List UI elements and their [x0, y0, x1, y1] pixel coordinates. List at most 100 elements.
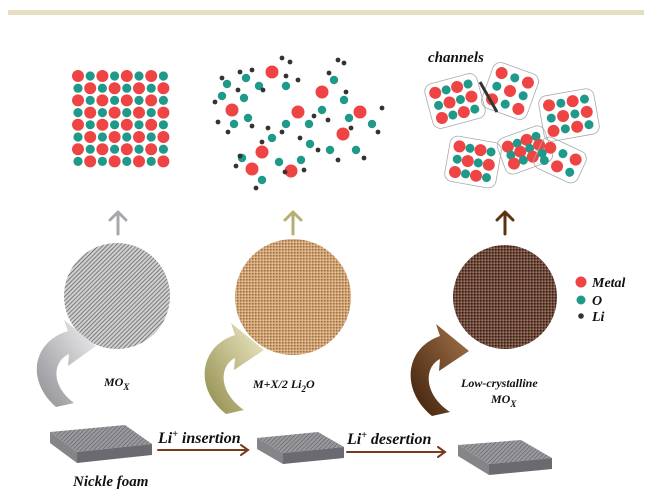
metal-atom: [245, 162, 259, 176]
oxygen-atom: [110, 144, 120, 154]
oxygen-atom: [134, 144, 144, 154]
oxygen-atom: [85, 144, 95, 154]
oxygen-atom: [473, 158, 483, 168]
oxygen-atom: [110, 95, 120, 105]
metal-atom: [120, 70, 133, 82]
metal-atom: [557, 110, 570, 123]
oxygen-atom: [134, 120, 144, 130]
oxygen-atom: [134, 71, 144, 81]
cluster-boundary: [444, 135, 502, 189]
oxygen-atom: [73, 156, 83, 166]
metal-atom: [108, 155, 121, 168]
top-rule: [8, 10, 644, 15]
desertion-label: Li+ desertion: [346, 430, 431, 448]
metal-atom: [474, 144, 487, 157]
legend-metal-label: Metal: [591, 276, 626, 291]
lithium-atom: [215, 119, 221, 125]
metal-atom: [451, 80, 464, 93]
oxygen-atom: [317, 105, 327, 115]
oxygen-atom: [158, 120, 168, 130]
oxygen-atom: [85, 120, 95, 130]
oxygen-atom: [296, 155, 306, 165]
metal-atom: [120, 143, 133, 156]
insertion-arrow: [157, 444, 250, 456]
oxygen-atom: [158, 144, 168, 154]
lithium-atom: [259, 139, 265, 145]
lithium-atom: [225, 129, 231, 135]
oxygen-atom: [510, 73, 520, 83]
metal-atom: [512, 102, 525, 115]
metal-atom: [84, 131, 97, 143]
lithium-atom: [326, 70, 332, 76]
metal-atom: [255, 145, 269, 159]
lithium-atom: [311, 113, 317, 119]
metal-atom: [521, 76, 534, 89]
metal-atom: [461, 155, 474, 168]
oxygen-atom: [281, 81, 291, 91]
cluster-boundary: [481, 62, 539, 120]
metal-atom: [157, 106, 170, 119]
metal-atom: [453, 140, 466, 153]
oxygen-atom: [85, 95, 95, 105]
oxygen-atom: [73, 83, 83, 93]
metal-atom: [547, 124, 560, 137]
oxygen-atom: [512, 138, 522, 148]
oxide-cluster: [444, 135, 502, 189]
oxygen-atom: [97, 132, 107, 142]
metal-atom: [72, 94, 84, 107]
oxygen-atom: [579, 94, 589, 104]
lithium-atom: [265, 125, 271, 131]
metal-atom: [429, 86, 442, 99]
metal-atom: [96, 94, 109, 107]
oxygen-atom: [122, 108, 132, 118]
oxygen-atom: [452, 154, 462, 164]
metal-atom: [265, 65, 279, 79]
nickel-foam-plate-1: [50, 425, 152, 463]
oxygen-atom: [539, 155, 549, 165]
oxygen-atom: [267, 133, 277, 143]
low-crystalline-clusters: [424, 62, 600, 189]
metal-atom: [96, 143, 109, 156]
metal-atom: [225, 103, 239, 117]
up-arrow-3: [495, 210, 515, 236]
metal-atom: [544, 141, 557, 154]
metal-atom: [465, 90, 478, 103]
lithium-atom: [233, 163, 239, 169]
oxygen-atom: [110, 120, 120, 130]
metal-atom: [157, 131, 170, 143]
lithium-atom: [219, 75, 225, 81]
lithium-atom: [335, 157, 341, 163]
metal-atom: [501, 140, 514, 153]
metal-atom: [84, 106, 97, 119]
lithium-atom: [249, 123, 255, 129]
metal-atom: [353, 105, 367, 119]
oxygen-atom: [441, 85, 451, 95]
lithium-legend-icon: [578, 313, 584, 319]
metal-atom: [84, 155, 97, 168]
oxygen-atom: [158, 71, 168, 81]
metal-atom: [543, 99, 556, 112]
oxide-cluster: [533, 136, 587, 184]
oxygen-atom: [241, 73, 251, 83]
metal-atom: [133, 82, 145, 95]
metal-li2o-dispersion: [212, 55, 385, 191]
oxygen-atom: [243, 113, 253, 123]
oxygen-atom: [537, 148, 547, 158]
metal-atom: [566, 95, 579, 108]
oxygen-atom: [257, 175, 267, 185]
oxygen-atom: [146, 83, 156, 93]
oxygen-atom: [460, 169, 470, 179]
oxygen-atom: [506, 150, 516, 160]
cluster-boundary: [538, 88, 600, 142]
oxygen-atom: [465, 143, 475, 153]
oxygen-atom: [229, 119, 239, 129]
oxygen-atom: [217, 91, 227, 101]
oxygen-atom: [146, 132, 156, 142]
metal-atom: [108, 131, 121, 143]
insertion-label: Li+ insertion: [157, 429, 241, 447]
lithium-atom: [249, 67, 255, 73]
stage3-label-line1: Low-crystalline: [460, 376, 538, 390]
oxygen-atom: [351, 145, 361, 155]
oxygen-atom: [122, 83, 132, 93]
